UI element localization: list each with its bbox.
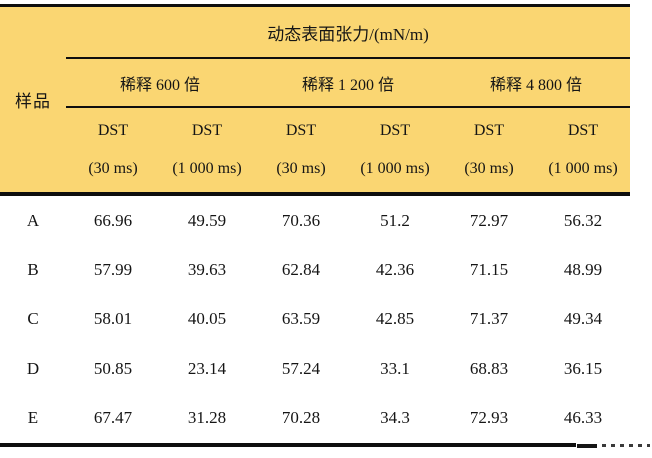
group-header-1200x: 稀释 1 200 倍 bbox=[301, 76, 394, 94]
subheader-time: (1 000 ms) bbox=[548, 160, 618, 177]
value-cell: 70.28 bbox=[281, 408, 321, 428]
sample-label: E bbox=[27, 408, 39, 428]
table-row-b: B 57.99 39.63 62.84 42.36 71.15 48.99 bbox=[0, 245, 630, 294]
table-title: 动态表面张力/(mN/m) bbox=[267, 24, 429, 44]
subheader-col4: DST (1 000 ms) bbox=[348, 108, 442, 192]
sample-column-header: 样品 bbox=[15, 92, 51, 111]
artifact-dots bbox=[602, 444, 650, 447]
subheader-time: (30 ms) bbox=[276, 160, 326, 177]
table-row-e: E 67.47 31.28 70.28 34.3 72.93 46.33 bbox=[0, 394, 630, 443]
subheader-label: DST bbox=[191, 122, 223, 139]
value-cell: 31.28 bbox=[187, 408, 227, 428]
value-cell: 72.97 bbox=[469, 210, 509, 230]
table-row-c: C 58.01 40.05 63.59 42.85 71.37 49.34 bbox=[0, 295, 630, 344]
sample-label: D bbox=[26, 358, 40, 378]
value-cell: 39.63 bbox=[187, 260, 227, 280]
value-cell: 36.15 bbox=[563, 358, 603, 378]
header-right-block: 动态表面张力/(mN/m) 稀释 600 倍 稀释 1 200 倍 稀释 4 8… bbox=[66, 7, 630, 192]
value-cell: 33.1 bbox=[380, 358, 410, 378]
group-header-row: 稀释 600 倍 稀释 1 200 倍 稀释 4 800 倍 bbox=[66, 59, 630, 106]
value-cell: 57.99 bbox=[93, 260, 133, 280]
subheader-col5: DST (30 ms) bbox=[442, 108, 536, 192]
sample-label: A bbox=[26, 210, 40, 230]
value-cell: 51.2 bbox=[380, 210, 410, 230]
subheader-label: DST bbox=[379, 122, 411, 139]
value-cell: 71.37 bbox=[469, 309, 509, 329]
value-cell: 58.01 bbox=[93, 309, 133, 329]
subheader-label: DST bbox=[285, 122, 317, 139]
artifact-dash bbox=[577, 443, 597, 448]
value-cell: 63.59 bbox=[281, 309, 321, 329]
value-cell: 71.15 bbox=[469, 260, 509, 280]
value-cell: 67.47 bbox=[93, 408, 133, 428]
table-header: 样品 动态表面张力/(mN/m) 稀释 600 倍 稀释 1 200 倍 稀释 … bbox=[0, 7, 630, 192]
value-cell: 42.85 bbox=[375, 309, 415, 329]
dst-table: 样品 动态表面张力/(mN/m) 稀释 600 倍 稀释 1 200 倍 稀释 … bbox=[0, 4, 630, 447]
subheader-col6: DST (1 000 ms) bbox=[536, 108, 630, 192]
subheader-row: DST (30 ms) DST (1 000 ms) DST (30 ms) D… bbox=[66, 108, 630, 192]
table-row-a: A 66.96 49.59 70.36 51.2 72.97 56.32 bbox=[0, 196, 630, 245]
value-cell: 66.96 bbox=[93, 210, 133, 230]
bottom-right-artifact bbox=[577, 443, 650, 448]
group-header-4800x: 稀释 4 800 倍 bbox=[489, 76, 582, 94]
subheader-label: DST bbox=[97, 122, 129, 139]
table-top-border bbox=[0, 4, 630, 7]
subheader-label: DST bbox=[473, 122, 505, 139]
value-cell: 46.33 bbox=[563, 408, 603, 428]
value-cell: 48.99 bbox=[563, 260, 603, 280]
table-row-d: D 50.85 23.14 57.24 33.1 68.83 36.15 bbox=[0, 344, 630, 393]
subheader-col1: DST (30 ms) bbox=[66, 108, 160, 192]
value-cell: 70.36 bbox=[281, 210, 321, 230]
value-cell: 42.36 bbox=[375, 260, 415, 280]
subheader-time: (1 000 ms) bbox=[172, 160, 242, 177]
subheader-time: (30 ms) bbox=[464, 160, 514, 177]
subheader-col2: DST (1 000 ms) bbox=[160, 108, 254, 192]
value-cell: 56.32 bbox=[563, 210, 603, 230]
group-header-600x: 稀释 600 倍 bbox=[119, 76, 200, 94]
header-bottom-border bbox=[0, 192, 630, 196]
subheader-col3: DST (30 ms) bbox=[254, 108, 348, 192]
subheader-time: (30 ms) bbox=[88, 160, 138, 177]
value-cell: 72.93 bbox=[469, 408, 509, 428]
value-cell: 34.3 bbox=[380, 408, 410, 428]
value-cell: 62.84 bbox=[281, 260, 321, 280]
value-cell: 49.59 bbox=[187, 210, 227, 230]
subheader-label: DST bbox=[567, 122, 599, 139]
sample-label: C bbox=[27, 309, 39, 329]
value-cell: 68.83 bbox=[469, 358, 509, 378]
value-cell: 49.34 bbox=[563, 309, 603, 329]
value-cell: 50.85 bbox=[93, 358, 133, 378]
table-body: A 66.96 49.59 70.36 51.2 72.97 56.32 B 5… bbox=[0, 196, 630, 443]
table-bottom-border bbox=[0, 442, 576, 447]
value-cell: 57.24 bbox=[281, 358, 321, 378]
header-divider-2 bbox=[66, 106, 630, 108]
subheader-time: (1 000 ms) bbox=[360, 160, 430, 177]
sample-label: B bbox=[27, 260, 39, 280]
value-cell: 23.14 bbox=[187, 358, 227, 378]
header-divider-1 bbox=[66, 57, 630, 59]
value-cell: 40.05 bbox=[187, 309, 227, 329]
